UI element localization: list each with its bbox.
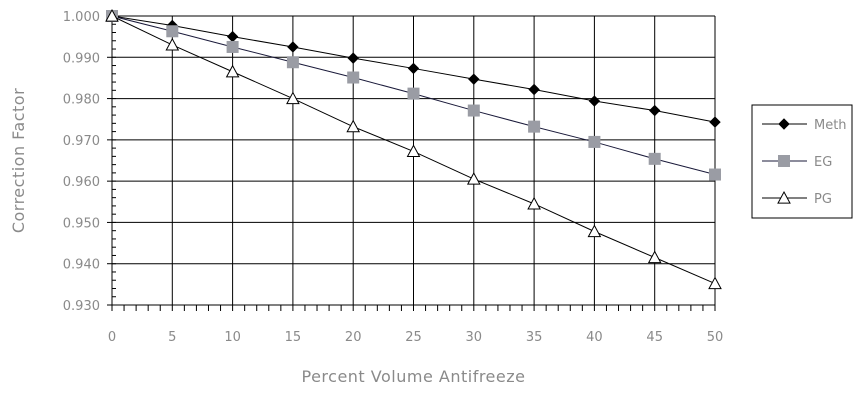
series-layer bbox=[105, 8, 722, 290]
data-point-pg bbox=[406, 144, 421, 158]
data-point-pg bbox=[587, 224, 602, 238]
data-point-eg bbox=[407, 87, 420, 100]
minor-ticks bbox=[111, 15, 716, 311]
legend-label: EG bbox=[814, 155, 832, 170]
y-tick-label: 0.950 bbox=[63, 216, 100, 231]
y-axis-title: Correction Factor bbox=[9, 88, 28, 233]
data-point-eg bbox=[226, 40, 239, 53]
y-tick-label: 0.990 bbox=[63, 51, 100, 66]
x-axis-title: Percent Volume Antifreeze bbox=[302, 367, 526, 386]
data-point-eg bbox=[286, 56, 299, 69]
data-point-meth bbox=[648, 104, 661, 117]
x-tick-label: 30 bbox=[466, 330, 483, 345]
data-point-meth bbox=[287, 41, 299, 53]
grid-lines bbox=[107, 15, 716, 306]
legend-label: PG bbox=[814, 192, 832, 207]
x-tick-label: 5 bbox=[168, 330, 176, 345]
legend-item-eg: EG bbox=[762, 155, 832, 170]
x-tick-label: 20 bbox=[345, 330, 362, 345]
data-point-pg bbox=[346, 119, 361, 133]
legend-item-meth: Meth bbox=[762, 118, 847, 133]
x-tick-label: 35 bbox=[526, 330, 543, 345]
y-tick-label: 0.970 bbox=[63, 134, 100, 149]
axes bbox=[111, 16, 715, 306]
data-point-eg bbox=[467, 104, 480, 117]
data-point-meth bbox=[709, 116, 721, 128]
data-point-eg bbox=[166, 25, 179, 38]
data-point-meth bbox=[407, 62, 420, 75]
x-tick-label: 25 bbox=[405, 330, 422, 345]
data-point-eg bbox=[709, 168, 721, 181]
y-tick-label: 0.980 bbox=[63, 93, 100, 108]
x-tick-label: 0 bbox=[108, 330, 116, 345]
x-tick-label: 40 bbox=[586, 330, 603, 345]
data-point-meth bbox=[347, 52, 359, 64]
data-point-pg bbox=[466, 172, 481, 185]
data-point-eg bbox=[588, 135, 601, 148]
y-tick-label: 1.000 bbox=[63, 10, 100, 25]
y-tick-label: 0.940 bbox=[63, 258, 100, 273]
legend-label: Meth bbox=[814, 118, 847, 133]
data-point-eg bbox=[528, 120, 541, 133]
data-point-meth bbox=[528, 83, 540, 96]
data-point-pg bbox=[105, 8, 119, 22]
data-point-meth bbox=[588, 95, 601, 107]
data-point-eg bbox=[347, 71, 360, 84]
legend-marker-meth bbox=[778, 118, 790, 130]
data-point-pg bbox=[647, 250, 662, 264]
series-pg bbox=[105, 8, 722, 290]
y-tick-label: 0.960 bbox=[63, 175, 100, 190]
data-point-pg bbox=[286, 91, 300, 105]
legend-item-pg: PG bbox=[762, 190, 832, 207]
legend: Meth EG PG bbox=[751, 104, 853, 219]
y-tick-labels: 0.930 0.940 0.950 0.960 0.970 0.980 0.990 1.000 bbox=[63, 10, 100, 314]
x-tick-label: 50 bbox=[707, 330, 724, 345]
data-point-meth bbox=[226, 30, 239, 43]
x-tick-label: 45 bbox=[646, 330, 663, 345]
legend-marker-eg bbox=[778, 155, 790, 167]
x-tick-label: 15 bbox=[285, 330, 302, 345]
data-point-eg bbox=[648, 152, 661, 165]
data-point-pg bbox=[527, 196, 541, 210]
x-tick-label: 10 bbox=[224, 330, 241, 345]
data-point-pg bbox=[165, 37, 180, 51]
data-point-pg bbox=[708, 276, 722, 290]
data-point-pg bbox=[225, 64, 240, 78]
y-tick-label: 0.930 bbox=[63, 299, 100, 314]
legend-marker-pg bbox=[777, 190, 791, 204]
data-point-meth bbox=[468, 73, 480, 85]
x-tick-labels: 0 5 10 15 20 25 30 35 40 45 50 bbox=[108, 330, 723, 345]
